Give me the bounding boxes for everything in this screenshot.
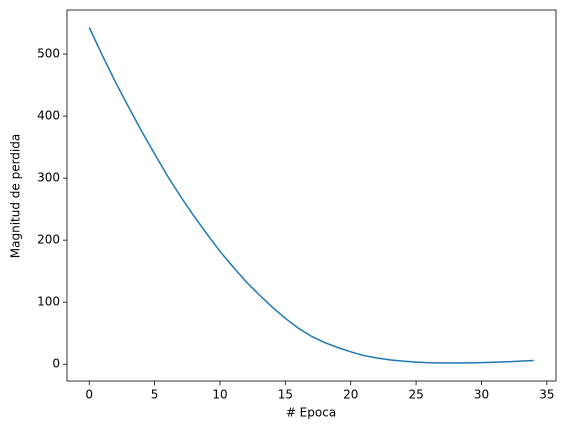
y-tick-label: 0 <box>52 357 60 371</box>
y-tick-label: 100 <box>37 295 60 309</box>
line <box>88 27 534 364</box>
y-axis-label: Magnitud de perdida <box>9 134 23 258</box>
x-tick-label: 25 <box>408 388 423 402</box>
x-tick-label: 10 <box>212 388 227 402</box>
y-tick-label: 400 <box>37 109 60 123</box>
x-tick-label: 15 <box>278 388 293 402</box>
x-tick-label: 5 <box>151 388 159 402</box>
y-tick-label: 500 <box>37 47 60 61</box>
x-tick-label: 20 <box>343 388 358 402</box>
y-tick-label: 200 <box>37 233 60 247</box>
x-axis-label: # Epoca <box>286 406 336 420</box>
y-tick-label: 300 <box>37 171 60 185</box>
plot-frame <box>66 9 557 382</box>
x-tick-label: 0 <box>85 388 93 402</box>
x-tick-label: 30 <box>474 388 489 402</box>
x-tick-label: 35 <box>539 388 554 402</box>
